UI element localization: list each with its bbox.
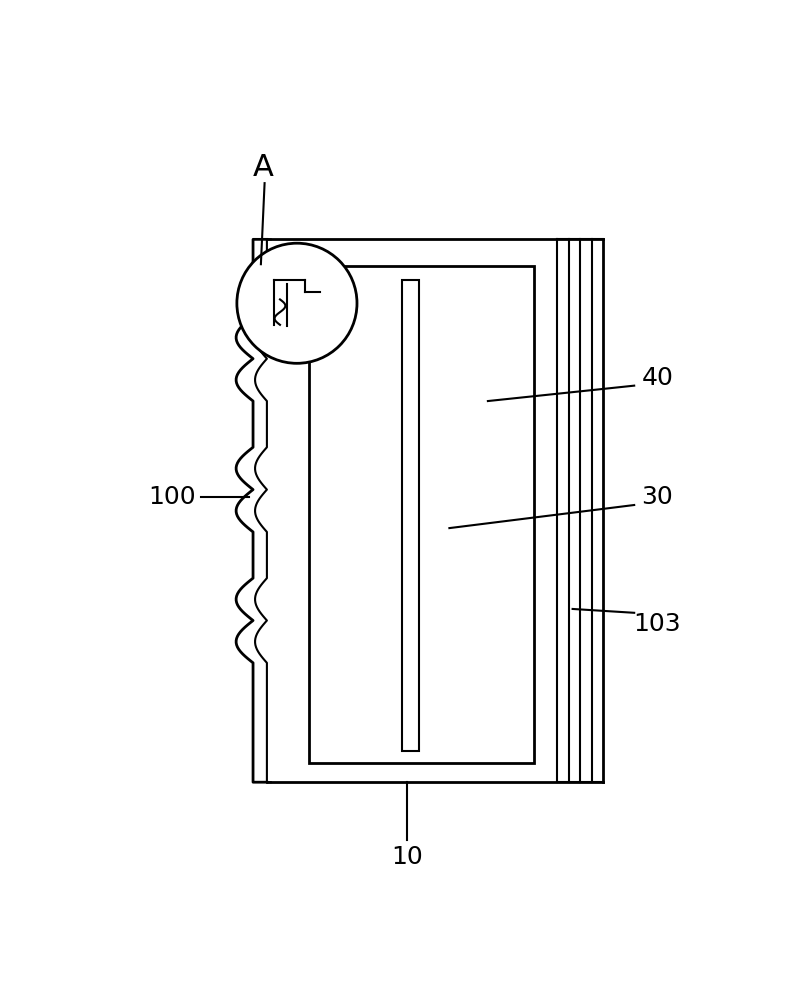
Bar	[309, 266, 534, 763]
Circle shape	[237, 243, 357, 363]
Text: 30: 30	[642, 485, 673, 509]
Bar	[271, 239, 557, 782]
Text: A: A	[253, 153, 274, 182]
Text: 40: 40	[642, 366, 673, 390]
Text: 103: 103	[633, 612, 681, 636]
Bar	[557, 239, 604, 782]
Text: 100: 100	[148, 485, 196, 509]
Bar	[402, 280, 419, 751]
Text: 10: 10	[391, 845, 423, 869]
